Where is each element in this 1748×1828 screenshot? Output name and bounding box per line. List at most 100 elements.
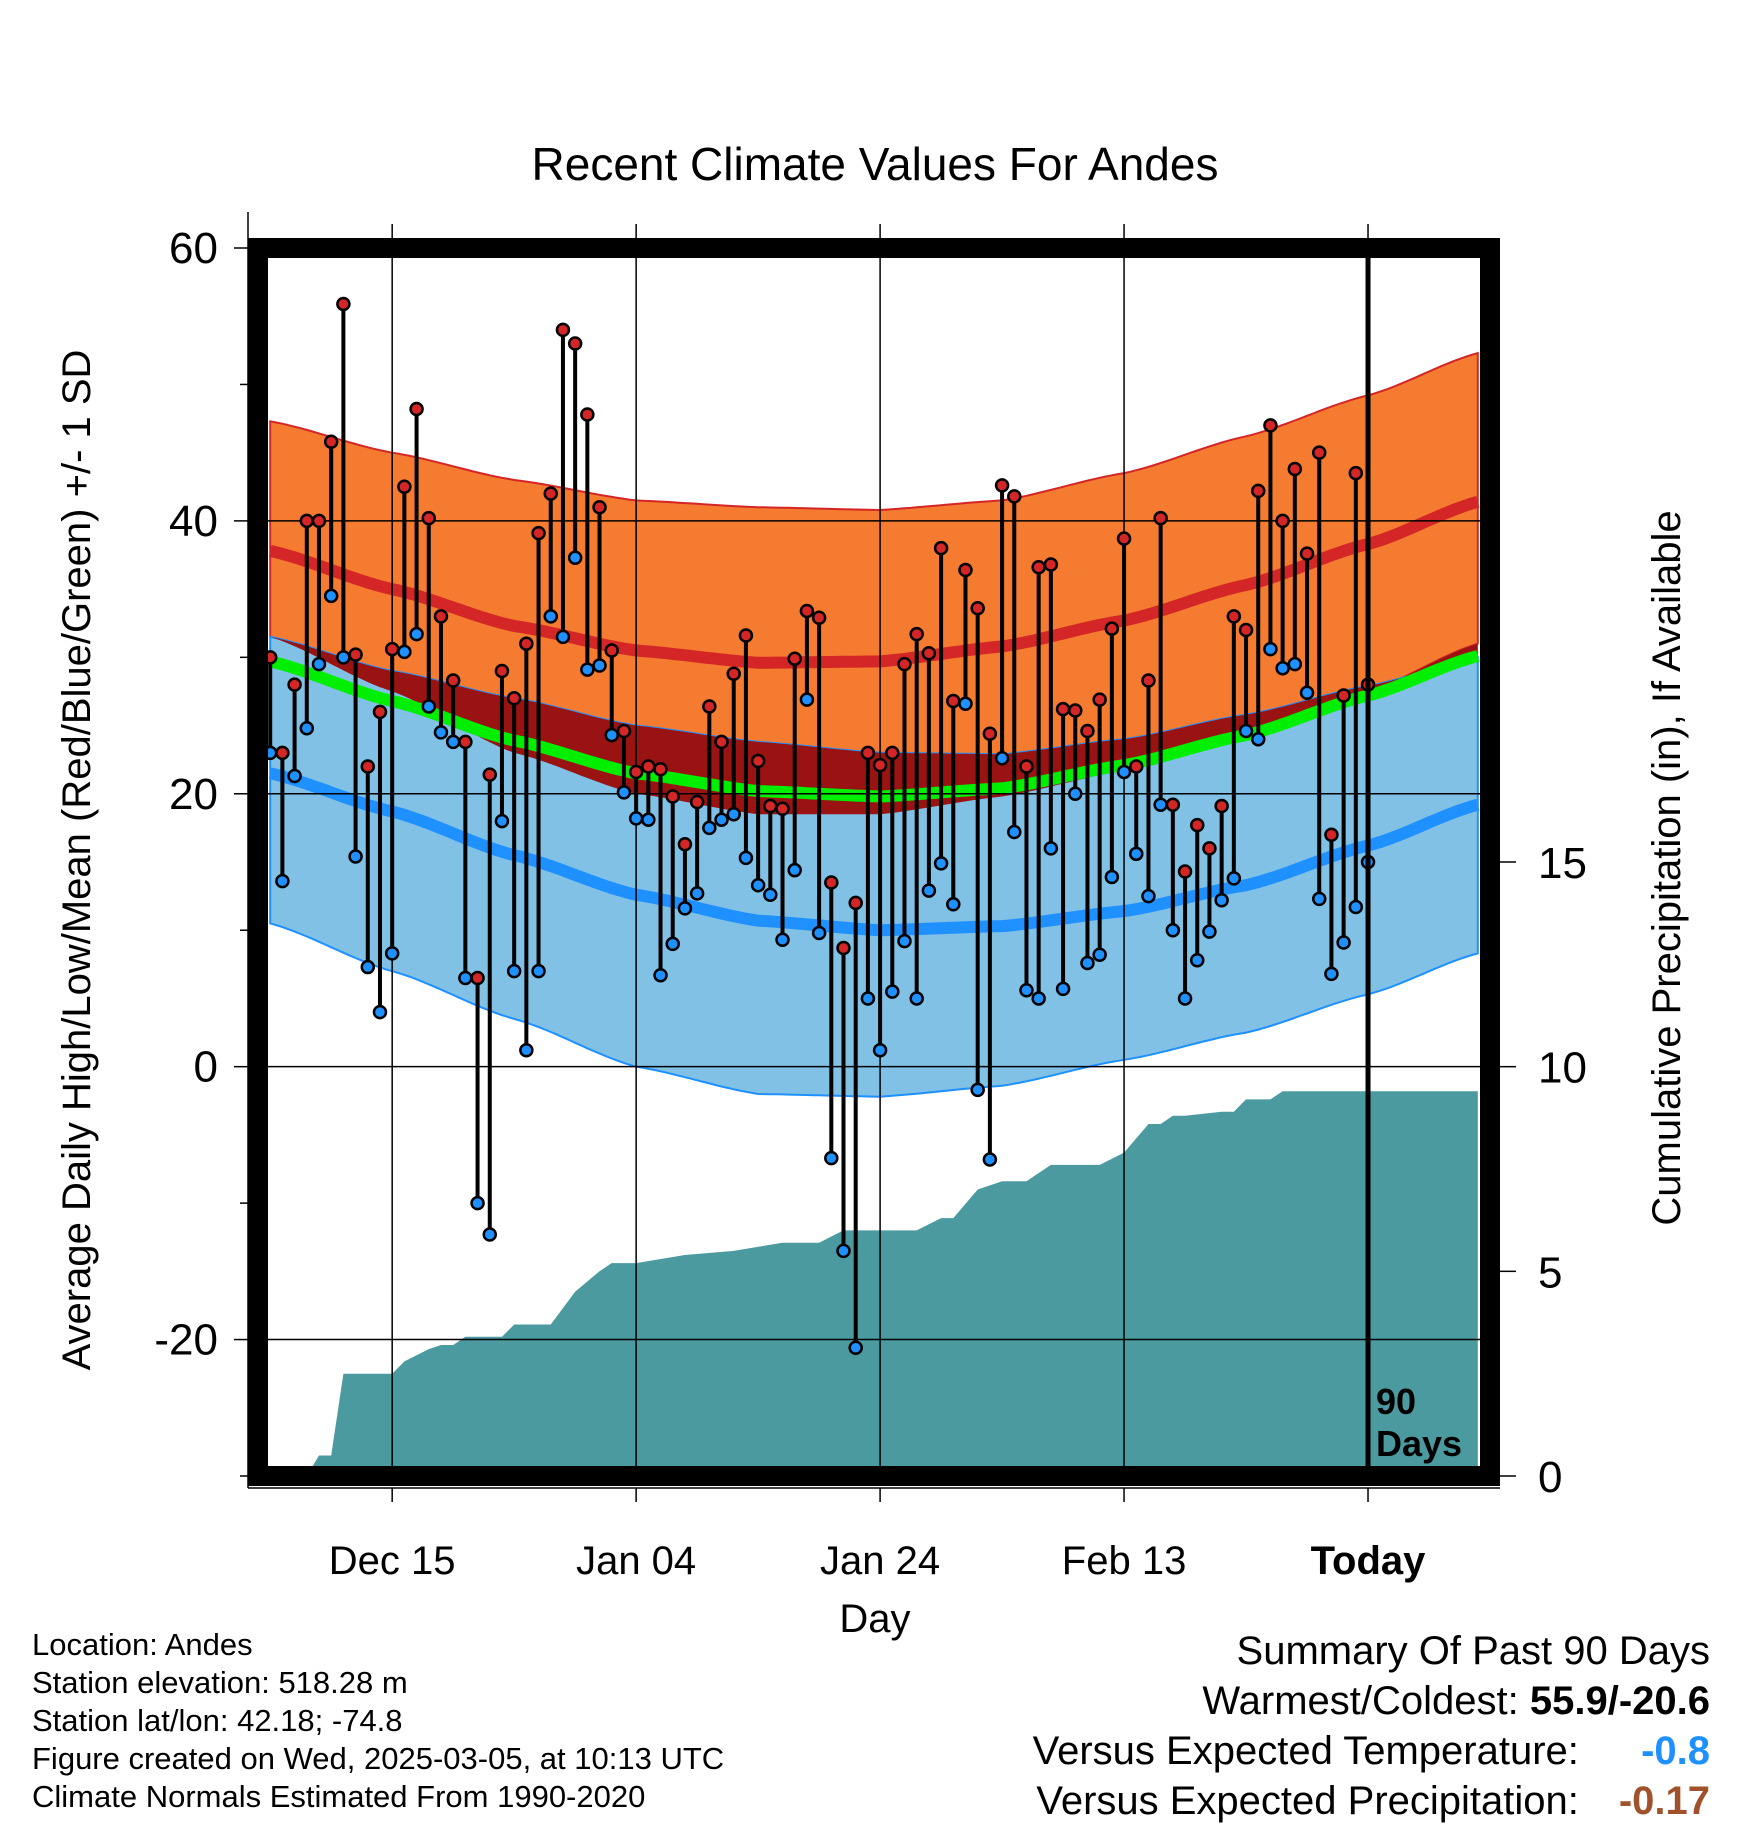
low-temp-point — [1153, 797, 1168, 812]
low-temp-point — [885, 984, 900, 999]
low-temp-point — [1275, 660, 1290, 676]
high-temp-point — [1055, 701, 1071, 717]
high-temp-point — [1019, 759, 1034, 774]
high-temp-point — [726, 666, 741, 681]
precipitation-area — [306, 1091, 1478, 1476]
low-temp-point — [494, 813, 510, 829]
low-temp-point — [726, 806, 741, 822]
high-temp-point — [1092, 692, 1107, 707]
low-temp-point — [1092, 947, 1107, 963]
x-axis-title: Day — [839, 1597, 910, 1641]
low-temp-point — [1165, 922, 1181, 938]
location-text: Location: Andes — [32, 1627, 253, 1662]
high-temp-point — [506, 691, 522, 706]
high-temp-point — [458, 734, 473, 750]
high-temp-point — [872, 757, 888, 773]
summary-heading: Summary Of Past 90 Days — [1236, 1629, 1710, 1673]
high-temp-point — [970, 600, 985, 616]
high-temp-point — [543, 486, 559, 501]
low-temp-point — [1007, 824, 1022, 840]
x-tick-label: Jan 04 — [576, 1539, 696, 1583]
low-temp-point — [311, 656, 327, 672]
today-days-label: Days — [1376, 1423, 1462, 1464]
y-tick-label: 40 — [169, 497, 218, 546]
low-temp-point — [946, 897, 961, 912]
low-temp-point — [1129, 846, 1144, 862]
low-temp-point — [1055, 981, 1071, 997]
high-temp-point — [1177, 864, 1193, 879]
high-temp-point — [555, 322, 571, 338]
low-temp-point — [1226, 871, 1242, 886]
low-temp-point — [458, 970, 473, 986]
high-temp-point — [1275, 513, 1290, 529]
high-temp-point — [1116, 531, 1132, 546]
high-temp-point — [689, 794, 705, 810]
high-temp-point — [921, 645, 937, 661]
x-tick-label: Today — [1311, 1539, 1427, 1583]
low-temp-point — [519, 1043, 534, 1058]
high-temp-point — [836, 940, 851, 956]
high-temp-point — [982, 726, 998, 741]
high-temp-point — [360, 759, 376, 774]
low-temp-point — [824, 1150, 839, 1166]
low-temp-point — [1141, 888, 1156, 904]
high-temp-point — [860, 745, 876, 761]
high-temp-point — [933, 540, 949, 556]
high-temp-point — [909, 626, 924, 642]
low-temp-point — [409, 626, 424, 642]
warm-cold-row: Warmest/Coldest: 55.9/-20.6 — [1033, 1676, 1710, 1726]
high-temp-point — [738, 628, 754, 643]
high-temp-point — [775, 801, 790, 817]
low-temp-point — [384, 946, 400, 961]
high-temp-point — [1007, 489, 1022, 504]
x-tick-label: Dec 15 — [329, 1539, 456, 1583]
high-temp-point — [592, 499, 607, 515]
low-temp-point — [994, 751, 1010, 766]
low-temp-point — [653, 967, 668, 983]
high-temp-point — [1153, 510, 1168, 526]
precip-row: Versus Expected Precipitation: -0.17 — [1033, 1776, 1710, 1826]
low-temp-point — [1104, 869, 1120, 885]
plot-frame — [248, 238, 1500, 1486]
low-temp-point — [336, 650, 351, 665]
high-temp-point — [1348, 465, 1364, 481]
high-temp-point — [1129, 759, 1144, 774]
low-temp-point — [763, 887, 778, 902]
low-temp-point — [970, 1082, 985, 1098]
high-temp-point — [848, 895, 863, 911]
low-temp-point — [677, 901, 693, 916]
high-mean-line — [268, 496, 1480, 669]
low-temp-point — [738, 850, 754, 866]
high-temp-point — [384, 641, 400, 657]
low-temp-point — [567, 550, 583, 565]
y2-axis-title: Cumulative Precipitation (in), If Availa… — [1645, 510, 1689, 1225]
low-temp-point — [1311, 891, 1327, 907]
low-temp-point — [702, 820, 717, 836]
low-temp-point — [421, 699, 437, 714]
high-temp-point — [1043, 557, 1059, 572]
low-temp-point — [445, 734, 461, 750]
high-temp-point — [628, 764, 644, 780]
low-temp-point — [470, 1195, 485, 1211]
high-temp-point — [1031, 560, 1046, 575]
low-temp-point — [1263, 641, 1278, 657]
low-temp-point — [909, 991, 924, 1006]
high-temp-point — [311, 513, 327, 529]
high-temp-point — [470, 970, 485, 986]
y2-tick-label: 5 — [1538, 1248, 1562, 1297]
warm-cold-label: Warmest/Coldest: — [1202, 1679, 1519, 1723]
low-temp-point — [1336, 935, 1351, 950]
low-temp-point — [372, 1004, 388, 1020]
low-temp-point — [689, 886, 705, 901]
high-temp-point — [1250, 483, 1266, 499]
low-temp-point — [1238, 723, 1254, 739]
high-temp-point — [348, 647, 363, 662]
high-temp-point — [1238, 622, 1254, 638]
low-temp-point — [299, 721, 315, 736]
station-info: Location: Andes Station elevation: 518.2… — [32, 1626, 724, 1816]
low-temp-point — [1031, 991, 1046, 1006]
high-temp-point — [323, 434, 339, 450]
high-temp-point — [641, 759, 656, 774]
